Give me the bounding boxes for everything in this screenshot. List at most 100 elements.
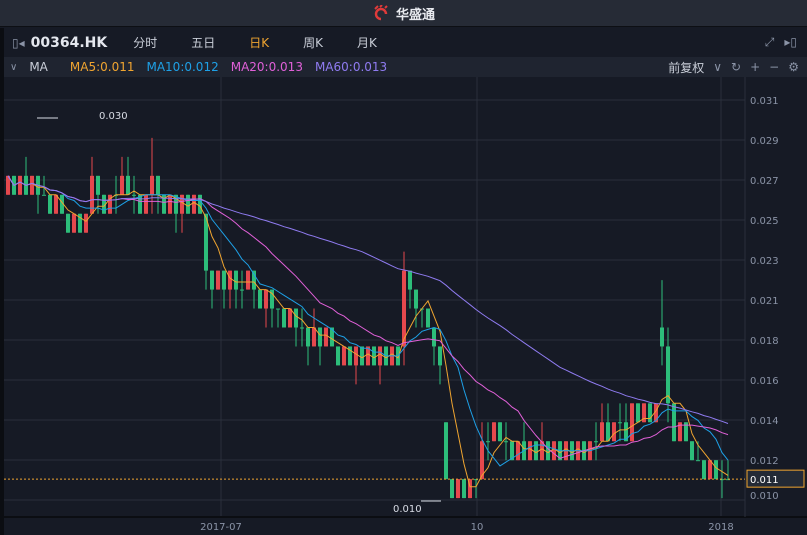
candle-body [60, 194, 64, 214]
candle-body [360, 346, 364, 366]
candle-body [546, 441, 550, 461]
ma10-value: MA10:0.012 [146, 60, 219, 74]
zoom-out-icon[interactable]: − [769, 60, 780, 74]
candle-body [108, 194, 112, 214]
candle-body [372, 346, 376, 366]
candle-body [282, 308, 286, 328]
candle-body [72, 213, 76, 233]
candle-body [96, 175, 100, 195]
indicator-label[interactable]: MA [29, 60, 48, 74]
candle-body [660, 327, 664, 347]
chevron-down-icon[interactable]: ∨ [713, 60, 723, 74]
candle-body [588, 441, 592, 461]
candle-body [672, 403, 676, 442]
candle-body [90, 175, 94, 214]
candle-body [468, 479, 472, 499]
candle-body [462, 479, 466, 499]
candle-body [84, 213, 88, 233]
candle-body [6, 175, 10, 195]
candle-body [132, 194, 136, 196]
candle-body [492, 422, 496, 442]
candle-body [696, 460, 700, 462]
candle-body [348, 346, 352, 366]
candle-body [414, 289, 418, 309]
candle-body [252, 270, 256, 290]
app-logo-icon [374, 5, 388, 21]
x-tick-label: 10 [471, 522, 484, 533]
y-tick-label: 0.014 [750, 416, 779, 427]
collapse-left-icon[interactable]: ▯◂ [12, 35, 25, 50]
candle-body [78, 213, 82, 233]
candle-body [24, 175, 28, 195]
candle-body [480, 441, 484, 480]
candle-body [612, 422, 616, 442]
candle-body [366, 346, 370, 366]
adjust-dropdown[interactable]: 前复权 [668, 60, 705, 75]
ma60-value: MA60:0.013 [314, 60, 388, 74]
candle-body [396, 346, 400, 366]
y-tick-label: 0.018 [750, 336, 779, 347]
candle-body [558, 441, 562, 461]
candle-body [402, 270, 406, 347]
candle-body [576, 441, 580, 461]
candle-body [528, 441, 532, 461]
tab-weekly-k[interactable]: 周K [303, 36, 324, 50]
candle-body [204, 213, 208, 271]
tab-monthly-k[interactable]: 月K [357, 36, 377, 50]
candle-body [300, 327, 304, 329]
candle-body [294, 308, 298, 328]
y-tick-label: 0.016 [750, 376, 779, 387]
ma20-line [7, 175, 729, 459]
candle-body [114, 194, 118, 196]
candle-body [222, 270, 226, 290]
candle-body [174, 194, 178, 214]
expand-right-icon[interactable]: ▸▯ [784, 35, 797, 49]
candle-body [36, 175, 40, 195]
candle-body [270, 289, 274, 309]
candle-body [66, 213, 70, 233]
stock-code: 00364.HK [30, 34, 108, 51]
candle-body [384, 346, 388, 366]
refresh-icon[interactable]: ↻ [731, 60, 742, 74]
fullscreen-icon[interactable]: ⤢ [764, 35, 775, 49]
candle-body [228, 270, 232, 290]
y-tick-label: 0.025 [750, 216, 779, 227]
tab-daily-k[interactable]: 日K [249, 36, 270, 50]
candle-body [420, 308, 424, 310]
collapse-chevron-icon[interactable]: ∨ [10, 61, 18, 73]
candle-body [594, 441, 598, 443]
candle-body [42, 194, 46, 196]
candle-body [288, 308, 292, 328]
candle-body [336, 346, 340, 366]
y-tick-label: 0.031 [750, 96, 779, 107]
candle-body [690, 441, 694, 461]
candle-body [498, 422, 502, 442]
settings-gear-icon[interactable]: ⚙ [788, 60, 799, 74]
candle-body [186, 194, 190, 214]
candle-body [138, 194, 142, 214]
zoom-in-icon[interactable]: + [750, 60, 761, 74]
current-price-box [746, 469, 805, 488]
candle-body [630, 403, 634, 442]
ma60-line [7, 175, 729, 424]
candle-body [306, 327, 310, 347]
ma-legend-row: ∨ MA MA5:0.011 MA10:0.012 MA20:0.013 MA6… [4, 57, 807, 77]
candle-body [18, 175, 22, 195]
x-tick-label: 2018 [708, 522, 733, 533]
candle-body [540, 441, 544, 461]
candle-body [12, 175, 16, 195]
tab-intraday[interactable]: 分时 [133, 36, 158, 50]
candle-body [456, 479, 460, 499]
candle-body [486, 441, 490, 443]
ma20-value: MA20:0.013 [230, 60, 303, 74]
candle-body [408, 270, 412, 290]
y-tick-label: 0.029 [750, 136, 779, 147]
candle-body [258, 289, 262, 309]
candle-body [234, 270, 238, 290]
candle-body [522, 441, 526, 461]
tab-five-day[interactable]: 五日 [191, 36, 216, 50]
candle-body [438, 346, 442, 366]
candle-body [168, 194, 172, 214]
left-border [0, 28, 4, 535]
